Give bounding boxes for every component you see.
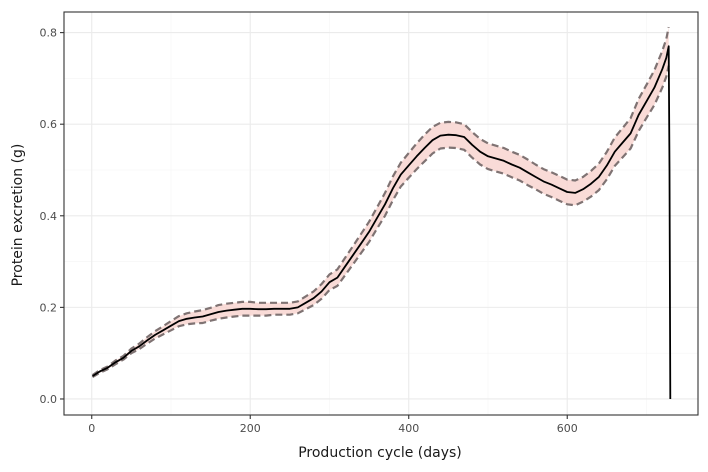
panel-border: [63, 11, 699, 416]
y-tick-label: 0.6: [40, 118, 58, 131]
minor-gridlines: [64, 12, 698, 415]
x-axis: 0 200 400 600: [88, 415, 578, 435]
major-gridlines: [64, 12, 698, 415]
x-tick-label: 400: [398, 422, 419, 435]
y-axis: 0.0 0.2 0.4 0.6 0.8: [40, 27, 64, 406]
x-tick-label: 200: [240, 422, 261, 435]
y-axis-title: Protein excretion (g): [10, 144, 26, 287]
y-tick-label: 0.4: [40, 210, 58, 223]
x-tick-label: 600: [557, 422, 578, 435]
y-tick-label: 0.0: [40, 393, 58, 406]
lower-bound-line: [91, 65, 670, 378]
x-axis-title: Production cycle (days): [298, 445, 462, 461]
y-tick-label: 0.2: [40, 301, 58, 314]
mean-line: [92, 45, 672, 400]
upper-bound-line: [91, 26, 670, 377]
y-tick-label: 0.8: [40, 27, 58, 40]
x-tick-label: 0: [88, 422, 95, 435]
